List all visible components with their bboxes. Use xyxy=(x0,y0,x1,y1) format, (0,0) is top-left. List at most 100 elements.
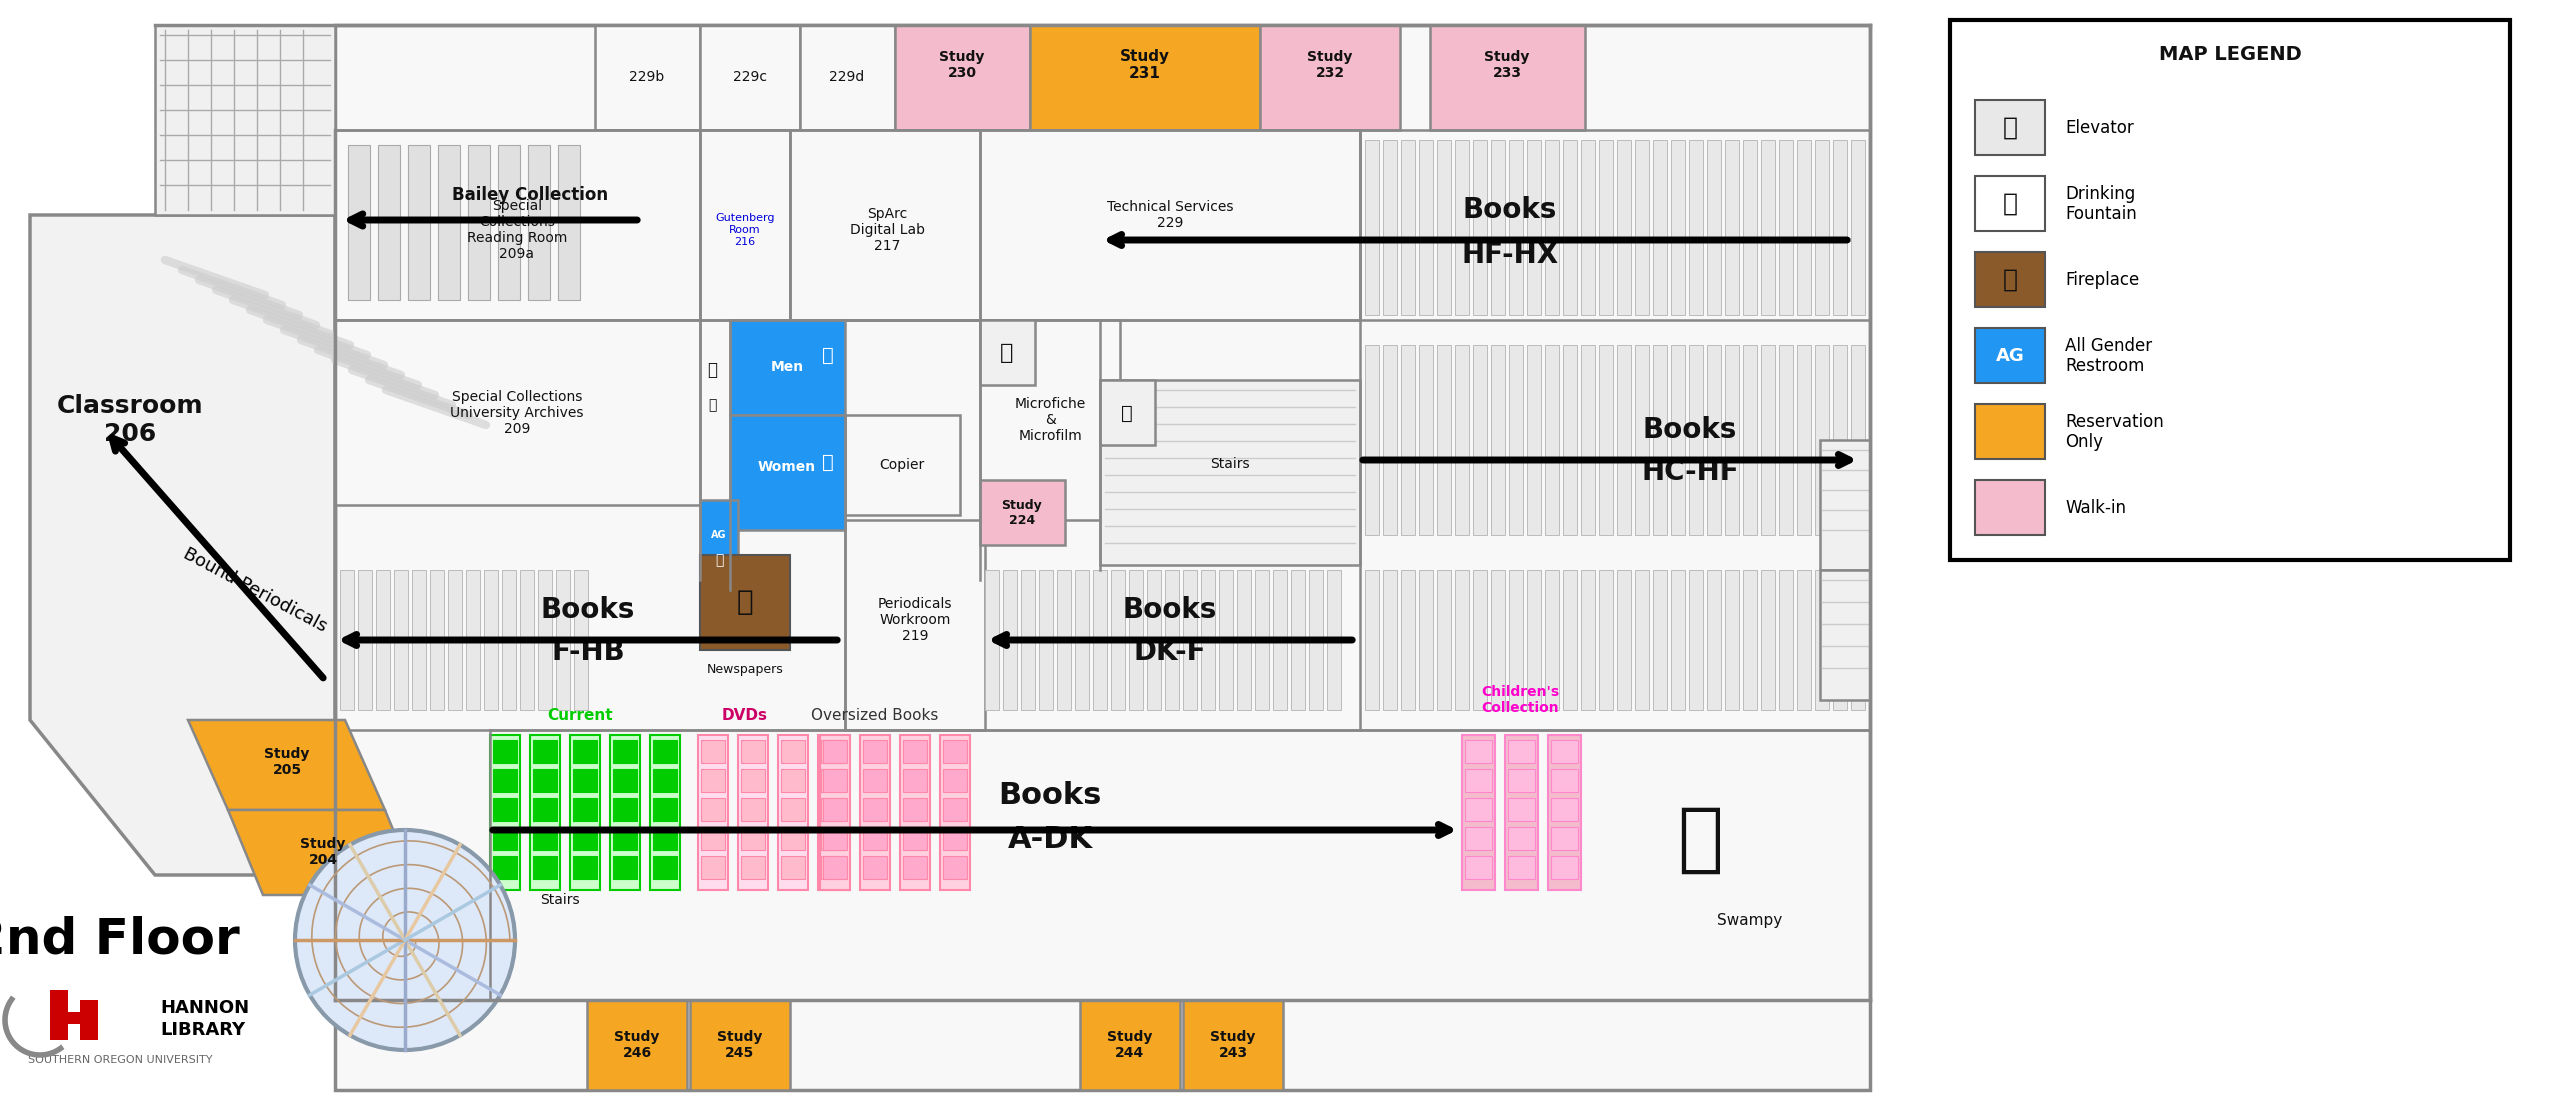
Bar xyxy=(737,735,768,890)
Text: SpArc
Digital Lab
217: SpArc Digital Lab 217 xyxy=(849,207,926,253)
Text: Study
230: Study 230 xyxy=(938,50,984,80)
Bar xyxy=(467,570,479,710)
Bar xyxy=(1382,570,1397,710)
Bar xyxy=(824,769,847,792)
Bar xyxy=(701,500,737,570)
Bar xyxy=(1833,345,1846,536)
Bar xyxy=(1744,570,1757,710)
Text: DVDs: DVDs xyxy=(722,708,768,722)
Circle shape xyxy=(296,830,515,1050)
Bar xyxy=(1545,140,1558,315)
Bar xyxy=(653,827,676,850)
Text: 🚰: 🚰 xyxy=(2002,192,2017,216)
Bar xyxy=(653,740,676,762)
Bar xyxy=(824,798,847,821)
Bar xyxy=(1581,345,1594,536)
Bar xyxy=(1148,570,1160,710)
Bar xyxy=(1438,140,1451,315)
Bar xyxy=(533,827,556,850)
Bar xyxy=(1821,440,1869,570)
Bar xyxy=(1688,345,1703,536)
Text: Books: Books xyxy=(997,780,1102,809)
Bar xyxy=(1816,345,1828,536)
Bar xyxy=(1418,140,1433,315)
Bar xyxy=(1382,140,1397,315)
Text: 🫏: 🫏 xyxy=(1678,803,1724,877)
Bar xyxy=(824,827,847,850)
Bar xyxy=(528,145,551,300)
Bar xyxy=(780,769,806,792)
Text: Microfiche
&
Microfilm: Microfiche & Microfilm xyxy=(1015,397,1086,443)
Bar xyxy=(780,798,806,821)
Bar xyxy=(533,856,556,879)
Bar xyxy=(1724,570,1739,710)
Bar xyxy=(821,856,844,879)
Text: Children's
Collection: Children's Collection xyxy=(1482,685,1558,716)
Bar xyxy=(821,798,844,821)
Bar xyxy=(1744,140,1757,315)
Bar xyxy=(1364,140,1380,315)
Bar xyxy=(900,735,931,890)
Bar xyxy=(1183,999,1283,1090)
Bar xyxy=(979,320,1035,385)
Bar xyxy=(413,570,426,710)
Bar xyxy=(1290,570,1306,710)
Text: Study
205: Study 205 xyxy=(265,747,309,777)
Text: Study
232: Study 232 xyxy=(1308,50,1352,80)
Bar xyxy=(1165,570,1178,710)
Bar xyxy=(1201,570,1214,710)
Text: Study
224: Study 224 xyxy=(1002,499,1043,527)
Bar xyxy=(1492,140,1504,315)
Bar xyxy=(556,570,571,710)
Bar xyxy=(653,798,676,821)
Bar xyxy=(1219,570,1234,710)
Bar xyxy=(742,827,765,850)
Bar xyxy=(1020,570,1035,710)
Text: Gutenberg
Room
216: Gutenberg Room 216 xyxy=(714,214,775,247)
Text: 🛗: 🛗 xyxy=(1000,343,1015,363)
Polygon shape xyxy=(189,720,385,811)
Bar xyxy=(1976,252,2045,307)
Bar xyxy=(1400,570,1415,710)
Bar xyxy=(533,769,556,792)
Bar xyxy=(1237,570,1252,710)
Bar xyxy=(1851,345,1864,536)
Bar xyxy=(1706,570,1721,710)
Bar xyxy=(701,769,724,792)
Bar xyxy=(1474,345,1487,536)
Bar xyxy=(1466,856,1492,879)
Bar xyxy=(1474,570,1487,710)
Bar xyxy=(339,570,354,710)
Bar xyxy=(1099,380,1155,445)
Bar xyxy=(1976,328,2045,383)
Text: Study
231: Study 231 xyxy=(1119,49,1170,82)
Bar xyxy=(375,570,390,710)
Text: 🚻: 🚻 xyxy=(714,553,724,567)
Polygon shape xyxy=(227,811,421,896)
Bar xyxy=(790,130,984,320)
Bar xyxy=(1130,570,1142,710)
Bar xyxy=(1492,345,1504,536)
Bar xyxy=(1510,570,1522,710)
Bar xyxy=(824,740,847,762)
Bar xyxy=(533,798,556,821)
Bar xyxy=(1255,570,1270,710)
Bar xyxy=(1652,140,1668,315)
Bar xyxy=(1581,140,1594,315)
Bar xyxy=(780,827,806,850)
Text: Books: Books xyxy=(541,596,635,624)
Bar xyxy=(1550,827,1578,850)
Bar xyxy=(1038,570,1053,710)
Bar xyxy=(79,999,97,1040)
Bar xyxy=(612,769,638,792)
Bar xyxy=(979,480,1066,544)
Bar xyxy=(1599,570,1614,710)
Text: Bound Periodicals: Bound Periodicals xyxy=(181,544,329,635)
Bar xyxy=(844,415,959,515)
Bar xyxy=(821,769,844,792)
Text: Study
246: Study 246 xyxy=(615,1030,660,1060)
Bar xyxy=(530,735,561,890)
Bar xyxy=(612,856,638,879)
Bar xyxy=(903,856,928,879)
Bar xyxy=(903,740,928,762)
